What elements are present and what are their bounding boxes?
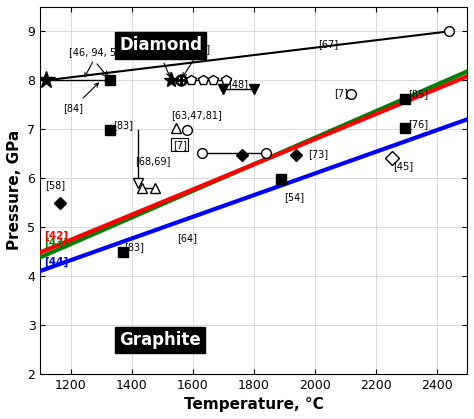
Text: [63,47,81]: [63,47,81]: [172, 111, 222, 120]
Text: [85]: [85]: [409, 89, 428, 99]
Y-axis label: Pressure, GPa: Pressure, GPa: [7, 130, 22, 251]
Text: [83]: [83]: [124, 243, 144, 252]
Text: [84]: [84]: [63, 83, 99, 113]
Text: [76]: [76]: [409, 119, 428, 129]
Text: [46, 94, 52]: [46, 94, 52]: [69, 47, 127, 77]
Text: [67]: [67]: [318, 39, 338, 49]
Text: [68,69]: [68,69]: [135, 156, 170, 166]
Text: [58]: [58]: [45, 180, 65, 190]
Text: [51]: [51]: [183, 44, 211, 77]
Text: [73]: [73]: [309, 150, 328, 160]
X-axis label: Temperature, °C: Temperature, °C: [184, 397, 324, 412]
Text: Diamond: Diamond: [119, 36, 202, 54]
Text: [83]: [83]: [113, 120, 134, 130]
Text: [42]: [42]: [44, 231, 68, 241]
Text: [43]: [43]: [44, 238, 68, 248]
Text: [64]: [64]: [177, 233, 197, 243]
Text: [7]: [7]: [335, 88, 348, 98]
Text: [48]: [48]: [228, 79, 248, 89]
Text: [45]: [45]: [393, 161, 413, 171]
Text: [44]: [44]: [44, 257, 68, 267]
Text: [54]: [54]: [284, 192, 304, 202]
Text: [57]: [57]: [149, 48, 170, 77]
Text: [7]: [7]: [173, 140, 187, 150]
Text: Graphite: Graphite: [119, 331, 201, 349]
